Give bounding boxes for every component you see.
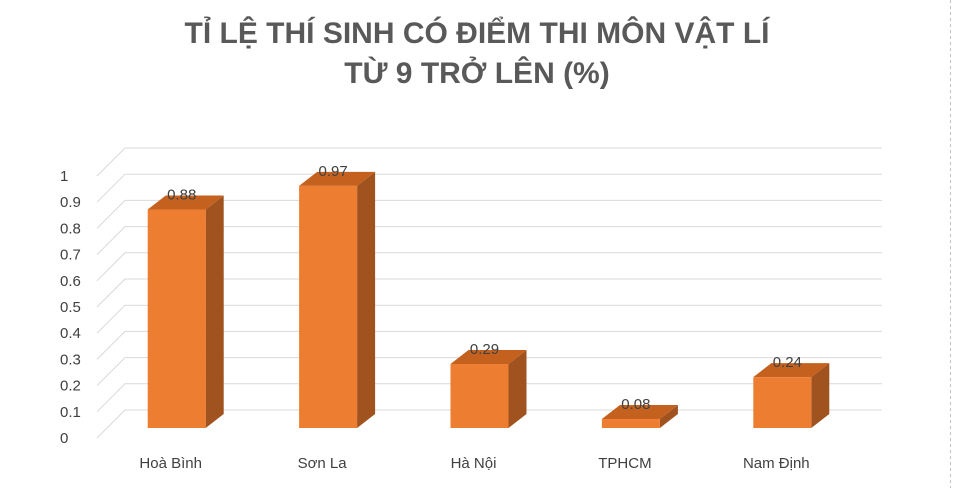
value-label: 0.88 bbox=[167, 186, 196, 203]
y-tick-label: 0.6 bbox=[60, 273, 81, 290]
chart-title: TỈ LỆ THÍ SINH CÓ ĐIỂM THI MÔN VẬT LÍ bbox=[184, 17, 770, 50]
gridline bbox=[96, 173, 882, 203]
gridline bbox=[96, 278, 882, 308]
gridline bbox=[96, 252, 882, 282]
gridline bbox=[96, 226, 882, 255]
x-tick-label: Sơn La bbox=[298, 455, 348, 472]
gridline bbox=[96, 357, 882, 386]
bar bbox=[753, 363, 830, 428]
bar-side bbox=[659, 405, 678, 428]
x-tick-label: Hoà Bình bbox=[139, 455, 202, 472]
value-label: 0.24 bbox=[773, 354, 802, 371]
x-tick-label: Nam Định bbox=[743, 455, 810, 472]
bar bbox=[147, 195, 224, 428]
y-tick-label: 0.3 bbox=[60, 351, 81, 368]
bar-top bbox=[299, 171, 376, 186]
value-label: 0.08 bbox=[621, 396, 650, 413]
x-axis-ticks: Hoà Bình Sơn La Hà Nội TPHCM Nam Định bbox=[139, 455, 809, 472]
bar-side bbox=[811, 363, 830, 428]
gridline bbox=[96, 304, 882, 334]
bar-front bbox=[753, 377, 812, 428]
bar-side bbox=[357, 171, 376, 429]
grid bbox=[96, 147, 882, 439]
bars bbox=[147, 171, 830, 429]
y-axis-ticks: 0 0.1 0.2 0.3 0.4 0.5 0.6 0.7 0.8 0.9 1 bbox=[60, 168, 81, 447]
bar-front bbox=[601, 419, 660, 428]
y-tick-label: 0.2 bbox=[60, 378, 81, 395]
gridline bbox=[96, 199, 882, 229]
y-tick-label: 0.8 bbox=[60, 220, 81, 237]
bar-front bbox=[450, 364, 509, 428]
x-tick-label: TPHCM bbox=[598, 455, 651, 472]
bar-side bbox=[508, 350, 527, 428]
bar-front bbox=[147, 209, 206, 428]
y-tick-label: 0.5 bbox=[60, 299, 81, 316]
bar bbox=[299, 171, 376, 429]
bar-top bbox=[450, 350, 527, 365]
chart-title-block: TỈ LỆ THÍ SINH CÓ ĐIỂM THI MÔN VẬT LÍ TỪ… bbox=[0, 14, 954, 94]
bar-top bbox=[753, 363, 830, 378]
value-labels: 0.88 0.97 0.29 0.08 0.24 bbox=[167, 163, 802, 413]
value-label: 0.29 bbox=[470, 341, 499, 358]
y-tick-label: 0.1 bbox=[60, 404, 81, 421]
gridline bbox=[96, 383, 882, 413]
y-tick-label: 0.4 bbox=[60, 325, 81, 342]
y-tick-label: 1 bbox=[60, 168, 68, 185]
bar bbox=[450, 350, 527, 428]
x-tick-label: Hà Nội bbox=[451, 455, 497, 472]
bar-top bbox=[601, 405, 678, 420]
bar bbox=[601, 405, 678, 428]
gridline bbox=[96, 147, 882, 177]
bar-side bbox=[205, 195, 224, 428]
bar-top bbox=[147, 195, 224, 210]
y-tick-label: 0.9 bbox=[60, 194, 81, 211]
value-label: 0.97 bbox=[318, 163, 347, 180]
chart-subtitle: TỪ 9 TRỞ LÊN (%) bbox=[344, 57, 610, 90]
bar-front bbox=[299, 185, 358, 428]
gridline bbox=[96, 330, 882, 360]
y-tick-label: 0 bbox=[60, 430, 68, 447]
frame-edge bbox=[950, 0, 951, 488]
y-tick-label: 0.7 bbox=[60, 247, 81, 264]
